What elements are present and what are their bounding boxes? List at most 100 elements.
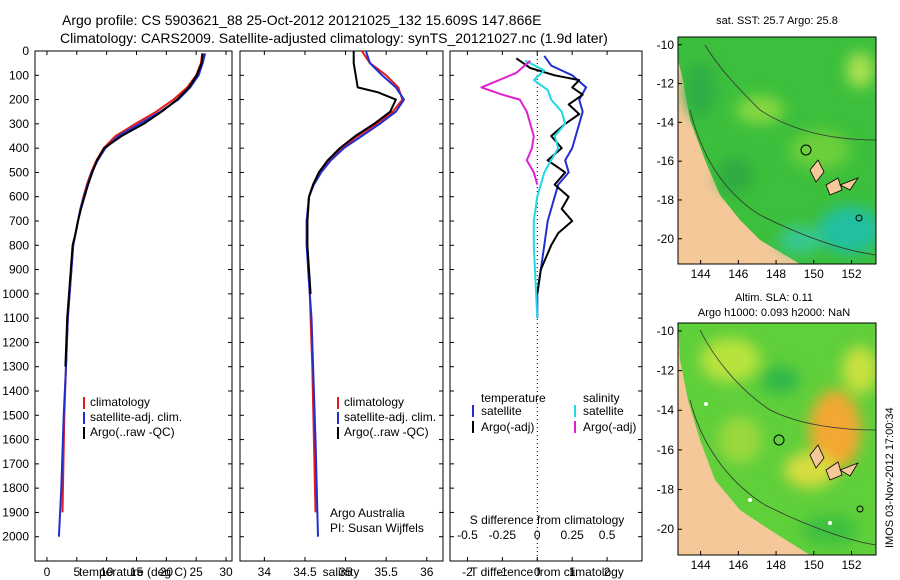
sla-map-title2: Argo h1000: 0.093 h2000: NaN	[698, 307, 850, 319]
xtick-label: 34.5	[293, 565, 317, 579]
ytick-label: 700	[9, 214, 29, 228]
series-line-argo-raw-qc-	[64, 53, 204, 367]
ytick-label: 1400	[2, 384, 29, 398]
ytick-label: 1500	[2, 408, 29, 422]
legend-label: Argo(..raw -QC)	[344, 425, 429, 439]
map-xtick-label: 146	[728, 267, 748, 281]
series-group	[57, 53, 207, 537]
temperature-legend: climatology satellite-adj. clim. Argo(..…	[83, 395, 182, 439]
data-gap	[828, 521, 832, 525]
map-ytick-label: -14	[657, 403, 675, 417]
series-group	[480, 55, 588, 319]
side-timestamp: IMOS 03-Nov-2012 17:00:34	[884, 407, 896, 548]
map-ytick-label: -18	[657, 483, 675, 497]
xtick-label: -1	[497, 565, 508, 579]
sla-map: Altim. SLA: 0.11 Argo h1000: 0.093 h2000…	[677, 292, 877, 556]
salinity-panel	[239, 50, 444, 562]
xtick-label: 20	[160, 565, 174, 579]
ytick-label: 800	[9, 238, 29, 252]
isobath	[689, 109, 876, 256]
xtick-top-label: -0.25	[489, 528, 517, 542]
legend-label: satellite	[583, 404, 624, 418]
station-marker	[856, 505, 864, 513]
difference-panel	[449, 50, 643, 562]
xlabel-t-difference: T difference from climatology	[470, 565, 624, 579]
salinity-legend: climatology satellite-adj. clim. Argo(..…	[337, 395, 436, 439]
ytick-label: 900	[9, 263, 29, 277]
xtick-label: 15	[130, 565, 144, 579]
argo-location-marker	[800, 144, 812, 156]
xtick-label: 34	[258, 565, 272, 579]
series-line-argo-raw-qc-	[306, 51, 397, 294]
series-line-s-argo-adj-	[480, 59, 539, 185]
header-line2: Climatology: CARS2009. Satellite-adjuste…	[60, 30, 608, 46]
series-line-s-satellite	[524, 59, 567, 319]
ytick-label: 1900	[2, 505, 29, 519]
map-frame	[677, 36, 877, 265]
xtick-label: 1	[569, 565, 576, 579]
xtick-top-label: 0.5	[599, 528, 616, 542]
ytick-label: 1200	[2, 335, 29, 349]
isobath	[699, 329, 876, 431]
map-xtick-label: 144	[691, 558, 711, 572]
map-ytick-label: -20	[657, 522, 675, 536]
sst-map: sat. SST: 25.7 Argo: 25.8	[677, 15, 877, 265]
xlabel-s-difference: S difference from climatology	[470, 513, 625, 527]
sla-patches	[700, 338, 876, 546]
xlabel-temperature: temperature (deg C)	[79, 565, 187, 579]
legend-label: Argo(-adj)	[583, 420, 636, 434]
map-ytick-label: -12	[657, 77, 675, 91]
map-ytick-label: -18	[657, 193, 675, 207]
isobath	[689, 399, 876, 546]
map-ytick-label: -12	[657, 364, 675, 378]
legend-label: satellite-adj. clim.	[90, 410, 182, 424]
ytick-label: 1700	[2, 457, 29, 471]
xtick-label: 36	[420, 565, 434, 579]
series-line-t-satellite	[536, 55, 588, 319]
ytick-label: 500	[9, 165, 29, 179]
xtick-label: 25	[190, 565, 204, 579]
xtick-label: 5	[73, 565, 80, 579]
xtick-label: 10	[100, 565, 114, 579]
series-line-climatology	[61, 53, 204, 513]
data-gap	[704, 402, 708, 406]
difference-legend: temperature satellite Argo(-adj) salinit…	[472, 391, 636, 434]
annotation-line2: PI: Susan Wijffels	[330, 521, 424, 535]
xtick-top-label: 0.25	[561, 528, 585, 542]
legend-label: Argo(-adj)	[481, 420, 534, 434]
xtick-label: -2	[462, 565, 473, 579]
legend-label: climatology	[90, 395, 150, 409]
legend-label: satellite-adj. clim.	[344, 410, 436, 424]
series-line-t-argo-adj-	[515, 57, 584, 295]
xtick-label: 0	[534, 565, 541, 579]
islands	[809, 444, 859, 481]
map-ytick-label: -14	[657, 115, 675, 129]
temperature-panel	[34, 50, 233, 562]
ytick-label: 1800	[2, 481, 29, 495]
map-xtick-label: 148	[766, 267, 786, 281]
xtick-top-label: -0.5	[457, 528, 478, 542]
xtick-label: 30	[219, 565, 233, 579]
islands	[809, 159, 860, 196]
map-ytick-label: -10	[657, 324, 675, 338]
ytick-label: 1100	[3, 311, 29, 325]
argo-location-marker	[773, 434, 785, 446]
map-xtick-label: 146	[728, 558, 748, 572]
xtick-label: 35	[339, 565, 353, 579]
series-group	[305, 51, 405, 537]
ytick-label: 0	[22, 44, 29, 58]
ytick-label: 1000	[2, 287, 29, 301]
ytick-label: 1600	[2, 433, 29, 447]
map-ytick-label: -20	[657, 232, 675, 246]
map-ytick-label: -10	[657, 38, 675, 52]
ytick-label: 2000	[2, 530, 29, 544]
annotation-line1: Argo Australia	[330, 506, 405, 520]
map-xtick-label: 144	[691, 267, 711, 281]
map-xtick-label: 148	[766, 558, 786, 572]
legend-label: satellite	[481, 404, 522, 418]
isobath	[704, 44, 876, 141]
xtick-label: 35.5	[374, 565, 398, 579]
series-line-climatology	[306, 51, 404, 513]
header-line1: Argo profile: CS 5903621_88 25-Oct-2012 …	[62, 12, 542, 28]
